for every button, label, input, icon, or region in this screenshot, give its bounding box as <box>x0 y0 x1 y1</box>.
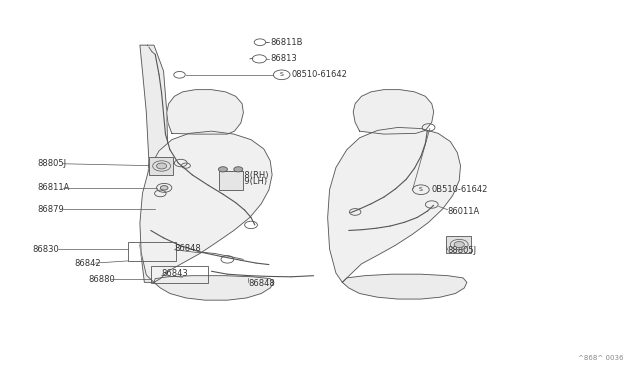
Text: 86848: 86848 <box>174 244 201 253</box>
Polygon shape <box>342 274 467 299</box>
Polygon shape <box>353 90 434 134</box>
Circle shape <box>161 186 168 190</box>
Text: 86811B: 86811B <box>270 38 303 47</box>
Text: S: S <box>419 187 423 192</box>
Text: 86879: 86879 <box>38 205 65 214</box>
Polygon shape <box>328 128 461 282</box>
Polygon shape <box>167 90 243 134</box>
Text: 86830: 86830 <box>33 244 60 253</box>
Text: 88805J: 88805J <box>448 246 477 255</box>
Bar <box>219 171 243 190</box>
Polygon shape <box>140 45 168 282</box>
Circle shape <box>157 163 167 169</box>
Text: 08510-61642: 08510-61642 <box>292 70 348 79</box>
Text: ^868^ 0036: ^868^ 0036 <box>578 355 623 361</box>
Text: 88805J: 88805J <box>38 159 67 168</box>
Circle shape <box>234 167 243 172</box>
Text: 87828(RH): 87828(RH) <box>223 171 268 180</box>
Polygon shape <box>154 276 274 300</box>
Text: 86811A: 86811A <box>38 183 70 192</box>
Circle shape <box>454 241 465 247</box>
Text: 87829(LH): 87829(LH) <box>223 177 267 186</box>
Bar <box>149 157 173 175</box>
Text: 86011A: 86011A <box>448 207 480 216</box>
Text: 86842: 86842 <box>74 259 100 267</box>
Polygon shape <box>140 131 272 282</box>
Bar <box>151 266 208 283</box>
Bar <box>129 242 176 261</box>
Text: 0B510-61642: 0B510-61642 <box>431 185 488 194</box>
Bar <box>447 235 470 253</box>
Text: S: S <box>280 72 284 77</box>
Text: 86843: 86843 <box>162 269 188 278</box>
Text: 86813: 86813 <box>270 54 297 63</box>
Circle shape <box>218 167 227 172</box>
Text: 86880: 86880 <box>89 275 116 284</box>
Text: 86848: 86848 <box>248 279 275 288</box>
